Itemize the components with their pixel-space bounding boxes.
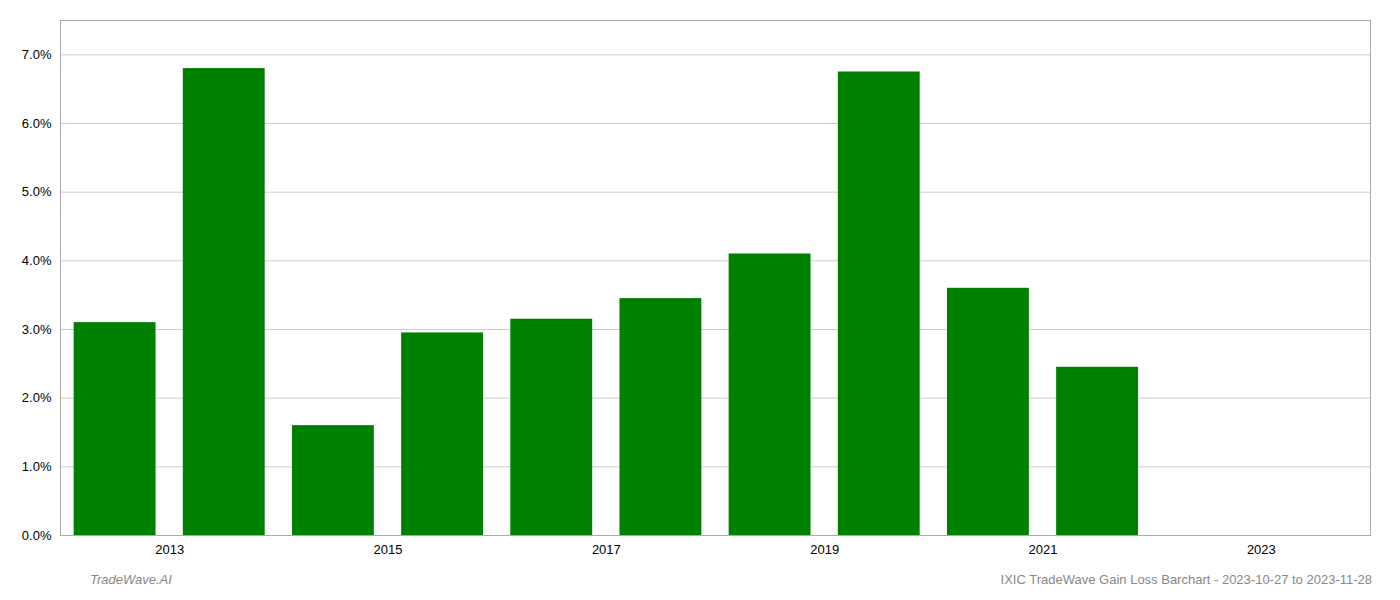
svg-text:2021: 2021 (1029, 542, 1058, 557)
svg-text:3.0%: 3.0% (22, 322, 52, 337)
svg-text:2023: 2023 (1247, 542, 1276, 557)
svg-text:2019: 2019 (810, 542, 839, 557)
html-text:IXIC TradeWave Gain Loss Barch: IXIC TradeWave Gain Loss Barchart - 2023… (1000, 572, 1372, 587)
svg-text:4.0%: 4.0% (22, 253, 52, 268)
svg-text:7.0%: 7.0% (22, 47, 52, 62)
svg-text:6.0%: 6.0% (22, 116, 52, 131)
svg-text:2015: 2015 (374, 542, 403, 557)
svg-text:0.0%: 0.0% (22, 528, 52, 543)
svg-text:5.0%: 5.0% (22, 184, 52, 199)
svg-text:2013: 2013 (155, 542, 184, 557)
svg-text:2017: 2017 (592, 542, 621, 557)
svg-text:1.0%: 1.0% (22, 459, 52, 474)
svg-text:2.0%: 2.0% (22, 390, 52, 405)
html-text:TradeWave.AI: TradeWave.AI (90, 572, 172, 587)
